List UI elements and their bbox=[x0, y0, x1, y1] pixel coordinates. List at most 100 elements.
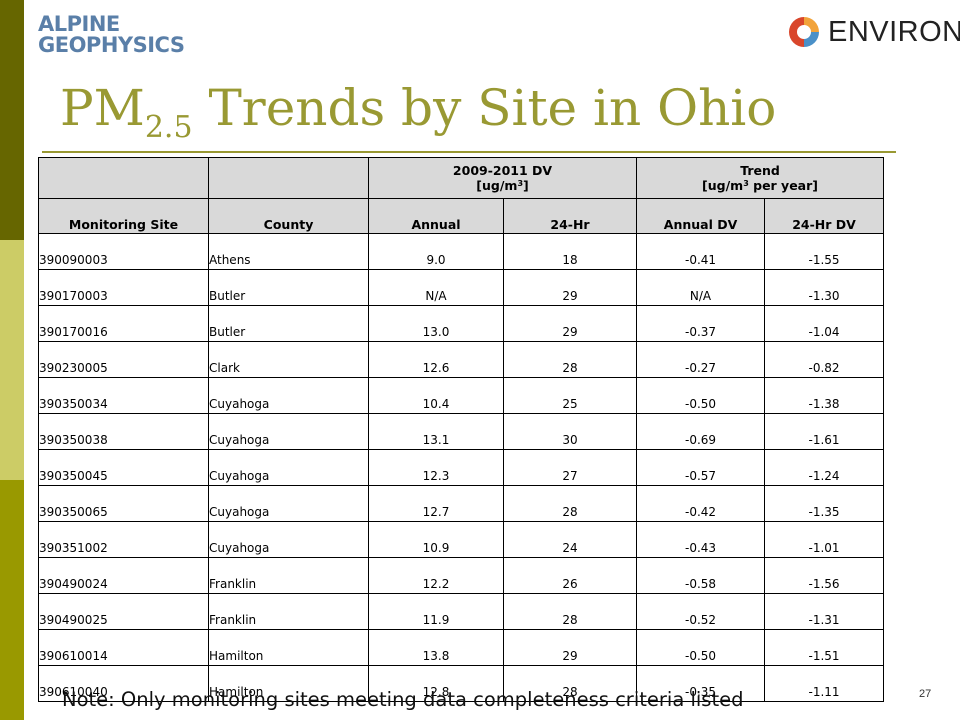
cell-24hr-trend: -0.82 bbox=[764, 341, 885, 378]
dv-units-pre: [ug/m bbox=[476, 178, 518, 193]
cell-county: Butler bbox=[208, 269, 369, 306]
cell-24hr-trend: -1.01 bbox=[764, 521, 885, 558]
cell-24hr-dv-value: 18 bbox=[502, 233, 638, 270]
cell-24hr-dv-value: 29 bbox=[502, 629, 638, 666]
cell-24hr-dv-value: 26 bbox=[502, 557, 638, 594]
dv-group-line2: [ug/m3] bbox=[370, 178, 636, 193]
table-row: 390230005 Clark 12.6 28 -0.27 -0.82 bbox=[38, 341, 885, 378]
cell-annual-trend: -0.50 bbox=[636, 629, 766, 666]
trend-units-pre: [ug/m bbox=[702, 178, 744, 193]
table-row: 390610040 Hamilton 12.8 28 -0.35 -1.11 bbox=[38, 665, 885, 702]
cell-monitoring-site: 390490024 bbox=[38, 557, 209, 594]
cell-monitoring-site: 390351002 bbox=[38, 521, 209, 558]
col-header-county: County bbox=[208, 198, 369, 234]
header-column-row: Monitoring Site County Annual 24-Hr Annu… bbox=[38, 198, 885, 234]
header-blank-site bbox=[38, 157, 209, 199]
cell-annual-trend: -0.37 bbox=[636, 305, 766, 342]
cell-24hr-trend: -1.31 bbox=[764, 593, 885, 630]
page-number: 27 bbox=[919, 688, 932, 700]
title-rest: Trends by Site in Ohio bbox=[192, 79, 777, 137]
header-dv-group: 2009-2011 DV [ug/m3] bbox=[367, 157, 638, 199]
cell-24hr-trend: -1.30 bbox=[764, 269, 885, 306]
cell-annual-dv-value: 12.3 bbox=[368, 449, 504, 486]
table-row: 390170016 Butler 13.0 29 -0.37 -1.04 bbox=[38, 305, 885, 342]
table-row: 390090003 Athens 9.0 18 -0.41 -1.55 bbox=[38, 233, 885, 270]
cell-annual-trend: -0.41 bbox=[636, 233, 766, 270]
cell-24hr-trend: -1.38 bbox=[764, 377, 885, 414]
cell-24hr-dv-value: 28 bbox=[502, 593, 638, 630]
cell-monitoring-site: 390350034 bbox=[38, 377, 209, 414]
cell-annual-dv-value: 12.2 bbox=[368, 557, 504, 594]
cell-annual-dv-value: 13.8 bbox=[368, 629, 504, 666]
col-header-24hr: 24-Hr bbox=[502, 198, 638, 234]
trend-units-post: per year] bbox=[748, 178, 818, 193]
dv-units-sup: 3 bbox=[517, 179, 524, 188]
cell-annual-trend: -0.43 bbox=[636, 521, 766, 558]
cell-county: Cuyahoga bbox=[208, 377, 369, 414]
cell-county: Athens bbox=[208, 233, 369, 270]
cell-county: Cuyahoga bbox=[208, 413, 369, 450]
cell-monitoring-site: 390090003 bbox=[38, 233, 209, 270]
header-blank-county bbox=[208, 157, 369, 199]
cell-24hr-trend: -1.61 bbox=[764, 413, 885, 450]
logo-line-2: GEOPHYSICS bbox=[38, 33, 185, 57]
cell-monitoring-site: 390350045 bbox=[38, 449, 209, 486]
table-row: 390490024 Franklin 12.2 26 -0.58 -1.56 bbox=[38, 557, 885, 594]
title-main: PM bbox=[60, 79, 145, 137]
trend-units-sup: 3 bbox=[743, 179, 749, 188]
sidebar-accent-top bbox=[0, 0, 24, 240]
col-header-monitoring-site: Monitoring Site bbox=[38, 198, 209, 234]
col-header-annual: Annual bbox=[368, 198, 504, 234]
title-divider bbox=[42, 151, 896, 153]
cell-annual-dv-value: 12.6 bbox=[368, 341, 504, 378]
sidebar-accent-middle bbox=[0, 240, 24, 480]
cell-annual-dv-value: 9.0 bbox=[368, 233, 504, 270]
cell-county: Cuyahoga bbox=[208, 485, 369, 522]
cell-county: Hamilton bbox=[208, 629, 369, 666]
cell-county: Cuyahoga bbox=[208, 449, 369, 486]
cell-monitoring-site: 390610014 bbox=[38, 629, 209, 666]
cell-annual-dv-value: 12.7 bbox=[368, 485, 504, 522]
cell-county: Clark bbox=[208, 341, 369, 378]
table-row: 390350045 Cuyahoga 12.3 27 -0.57 -1.24 bbox=[38, 449, 885, 486]
cell-24hr-trend: -1.24 bbox=[764, 449, 885, 486]
table-row: 390490025 Franklin 11.9 28 -0.52 -1.31 bbox=[38, 593, 885, 630]
cell-monitoring-site: 390610040 bbox=[38, 665, 209, 702]
trend-group-line1: Trend bbox=[740, 163, 780, 178]
pm25-trends-table: 2009-2011 DV [ug/m3] Trend [ug/m3 per ye… bbox=[38, 157, 885, 702]
cell-annual-dv-value: 10.4 bbox=[368, 377, 504, 414]
logo-line-1: ALPINE bbox=[38, 12, 120, 36]
table-body: 390090003 Athens 9.0 18 -0.41 -1.55 390170003 B… bbox=[38, 233, 885, 702]
cell-24hr-trend: -1.35 bbox=[764, 485, 885, 522]
cell-county: Franklin bbox=[208, 557, 369, 594]
dv-group-line1: 2009-2011 DV bbox=[452, 163, 553, 178]
dv-units-post: ] bbox=[523, 178, 529, 193]
cell-county: Hamilton bbox=[208, 665, 369, 702]
cell-24hr-dv-value: 28 bbox=[502, 665, 638, 702]
cell-24hr-trend: -1.04 bbox=[764, 305, 885, 342]
cell-annual-dv-value: 12.8 bbox=[368, 665, 504, 702]
page-title: PM2.5 Trends by Site in Ohio bbox=[60, 78, 777, 143]
cell-annual-trend: -0.50 bbox=[636, 377, 766, 414]
cell-annual-dv-value: 13.0 bbox=[368, 305, 504, 342]
table-row: 390351002 Cuyahoga 10.9 24 -0.43 -1.01 bbox=[38, 521, 885, 558]
cell-monitoring-site: 390170003 bbox=[38, 269, 209, 306]
cell-24hr-trend: -1.56 bbox=[764, 557, 885, 594]
cell-24hr-dv-value: 24 bbox=[502, 521, 638, 558]
cell-monitoring-site: 390170016 bbox=[38, 305, 209, 342]
title-subscript: 2.5 bbox=[144, 110, 193, 145]
col-header-annual-dv: Annual DV bbox=[636, 198, 766, 234]
cell-24hr-trend: -1.55 bbox=[764, 233, 885, 270]
cell-24hr-trend: -1.11 bbox=[764, 665, 885, 702]
cell-24hr-dv-value: 27 bbox=[502, 449, 638, 486]
cell-24hr-dv-value: 29 bbox=[502, 305, 638, 342]
footnote: Note: Only monitoring sites meeting data… bbox=[62, 688, 744, 711]
sidebar-accent-bottom bbox=[0, 480, 24, 720]
cell-annual-trend: -0.57 bbox=[636, 449, 766, 486]
cell-24hr-trend: -1.51 bbox=[764, 629, 885, 666]
cell-annual-dv-value: 10.9 bbox=[368, 521, 504, 558]
environ-logo: ENVIRON bbox=[786, 14, 960, 50]
cell-monitoring-site: 390490025 bbox=[38, 593, 209, 630]
header-trend-group: Trend [ug/m3 per year] bbox=[636, 157, 885, 199]
table-row: 390610014 Hamilton 13.8 29 -0.50 -1.51 bbox=[38, 629, 885, 666]
